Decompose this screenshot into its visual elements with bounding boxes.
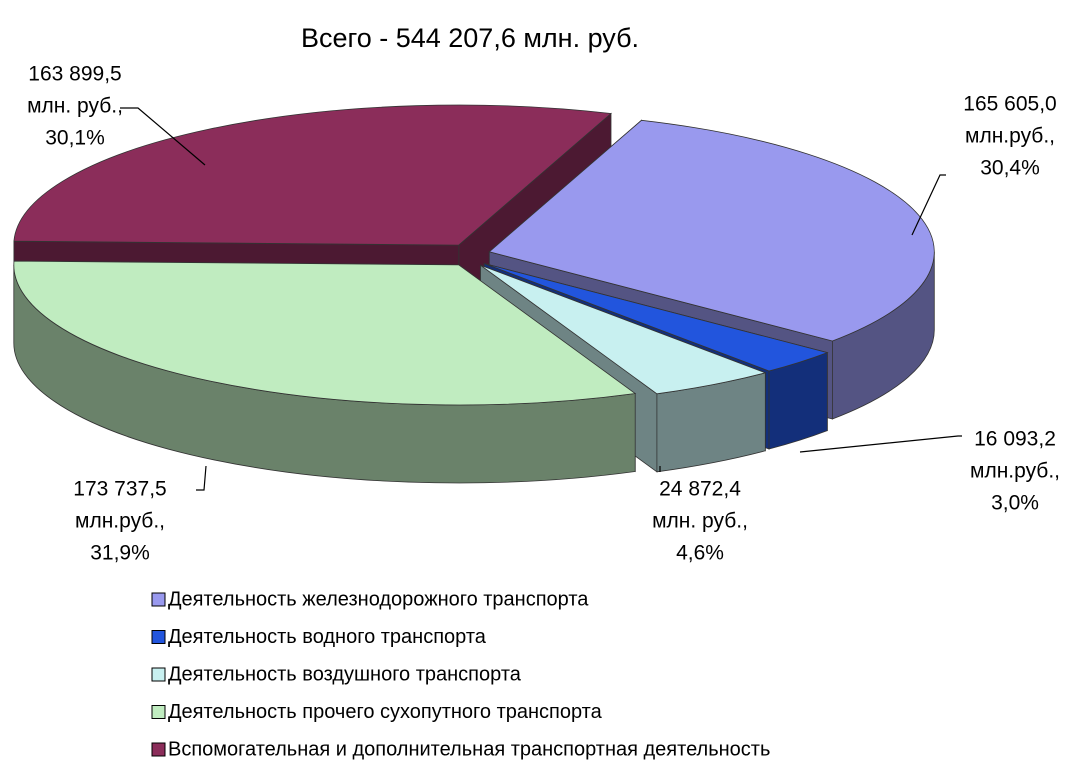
data-label: 24 872,4 [659, 478, 741, 501]
legend-label: Деятельность железнодорожного транспорта [168, 588, 589, 610]
leader-line [799, 435, 962, 453]
leader-line [120, 107, 206, 166]
data-label: 30,1% [45, 127, 105, 150]
data-label: 30,4% [980, 157, 1040, 180]
data-label: млн. руб., [27, 95, 123, 118]
data-label: млн. руб., [652, 510, 748, 533]
chart-title: Всего - 544 207,6 млн. руб. [301, 23, 639, 53]
data-label: млн.руб., [75, 510, 165, 533]
legend-swatch [151, 705, 166, 719]
slice [480, 264, 767, 395]
leader-line [911, 174, 946, 236]
data-label: 163 899,5 [28, 63, 121, 86]
legend-swatch [151, 742, 166, 757]
slice [484, 263, 829, 372]
legend-label: Деятельность водного транспорта [168, 626, 487, 648]
legend-swatch [151, 592, 166, 607]
legend-label: Деятельность воздушного транспорта [168, 663, 522, 685]
slice [488, 119, 935, 342]
data-label: 165 605,0 [963, 93, 1056, 116]
data-label: млн.руб., [965, 125, 1055, 148]
data-label: 3,0% [991, 492, 1039, 515]
data-label: 4,6% [676, 542, 724, 565]
data-label: млн.руб., [970, 460, 1060, 483]
legend-swatch [151, 630, 166, 644]
legend-swatch [151, 667, 166, 682]
data-label: 173 737,5 [73, 478, 166, 501]
data-label: 31,9% [90, 542, 150, 565]
legend-label: Вспомогательная и дополнительная транспо… [168, 738, 770, 760]
slice [13, 104, 612, 246]
data-label: 16 093,2 [974, 428, 1056, 451]
leader-line [196, 465, 207, 491]
legend-label: Деятельность прочего сухопутного транспо… [168, 701, 603, 723]
slice [13, 260, 637, 406]
